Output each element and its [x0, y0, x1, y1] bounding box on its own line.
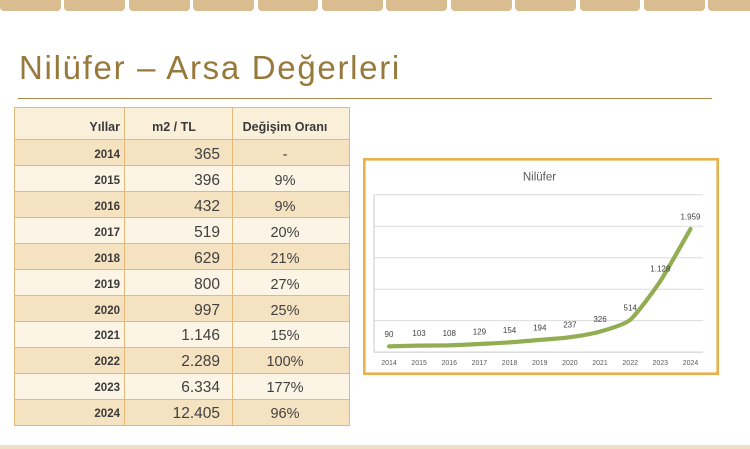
svg-text:2021: 2021: [592, 360, 608, 367]
svg-text:2024: 2024: [683, 360, 699, 367]
svg-text:90: 90: [385, 330, 394, 339]
svg-text:326: 326: [593, 315, 607, 324]
svg-text:2018: 2018: [502, 360, 518, 367]
svg-text:237: 237: [563, 321, 577, 330]
svg-text:103: 103: [412, 329, 426, 338]
svg-text:129: 129: [473, 328, 487, 337]
svg-text:1.128: 1.128: [650, 265, 671, 274]
svg-text:154: 154: [503, 326, 517, 335]
svg-text:2014: 2014: [381, 360, 397, 367]
svg-text:108: 108: [443, 329, 457, 338]
svg-text:194: 194: [533, 323, 547, 332]
svg-text:Nilüfer: Nilüfer: [523, 172, 556, 184]
svg-text:514: 514: [624, 303, 638, 312]
svg-text:2020: 2020: [562, 360, 578, 367]
svg-text:2015: 2015: [411, 360, 427, 367]
svg-text:2019: 2019: [532, 360, 548, 367]
svg-text:2023: 2023: [653, 360, 669, 367]
svg-text:2017: 2017: [472, 360, 488, 367]
svg-text:1.959: 1.959: [680, 212, 701, 221]
svg-text:2016: 2016: [442, 360, 458, 367]
svg-text:2022: 2022: [622, 360, 638, 367]
